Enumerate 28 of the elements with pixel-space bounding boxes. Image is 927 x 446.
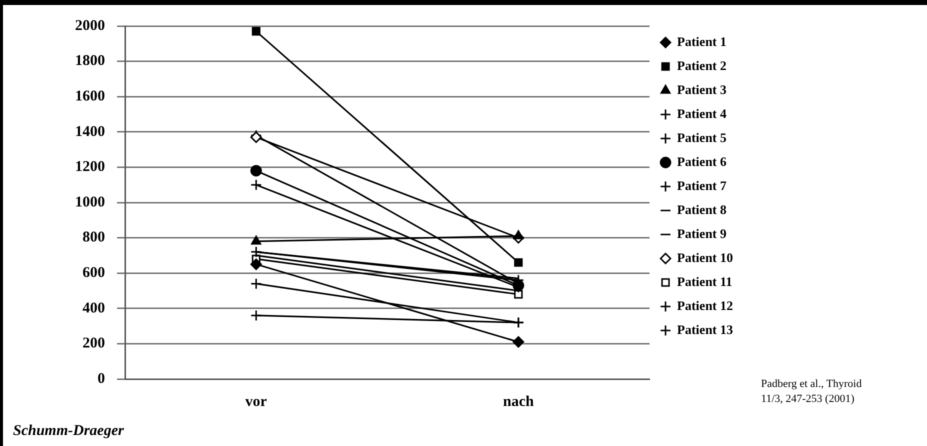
x-tick-label: vor (245, 394, 268, 410)
y-tick-label: 0 (98, 370, 105, 387)
text: Padberg et al., Thyroid 11/3, 247-253 (2001) (761, 377, 863, 407)
legend-label: Patient 8 (677, 202, 727, 217)
y-tick-label: 1000 (75, 194, 105, 210)
legend-label: Patient 4 (677, 106, 727, 121)
y-tick-label: 200 (82, 336, 105, 352)
legend-label: Patient 12 (677, 298, 734, 313)
legend-label: Patient 3 (677, 82, 727, 97)
y-tick-label: 1400 (75, 124, 105, 140)
legend-label: Patient 6 (677, 154, 727, 169)
legend-label: Patient 10 (677, 250, 734, 265)
y-tick-label: 1800 (75, 53, 105, 70)
y-tick-label: 400 (82, 300, 105, 316)
y-tick-label: 600 (82, 264, 105, 281)
legend-label: Patient 9 (677, 226, 727, 241)
x-tick-label: nach (502, 394, 534, 410)
legend-label: Patient 2 (677, 58, 727, 73)
text: Schumm-Draeger (13, 423, 124, 440)
y-tick-label: 1600 (75, 88, 105, 104)
y-tick-label: 1200 (75, 159, 105, 176)
y-tick-label: 2000 (75, 18, 105, 34)
y-tick-label: 800 (82, 230, 105, 246)
legend-label: Patient 1 (677, 34, 727, 49)
legend-label: Patient 7 (677, 178, 727, 193)
legend-label: Patient 11 (677, 274, 732, 289)
legend-label: Patient 5 (677, 130, 727, 145)
legend-label: Patient 13 (677, 322, 734, 337)
